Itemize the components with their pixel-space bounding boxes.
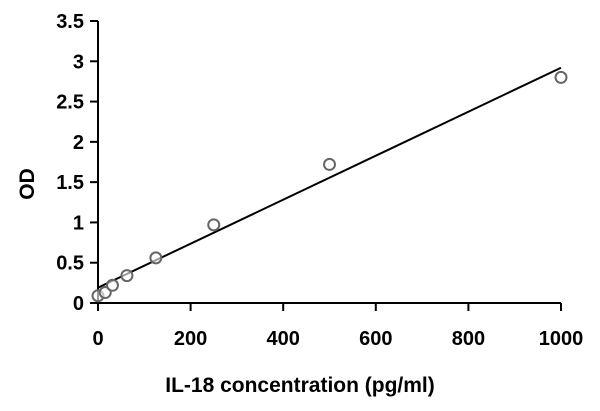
- x-axis-ticks: 0 200 400 600 800 1000: [92, 303, 583, 350]
- data-point-marker: [323, 157, 336, 171]
- data-points: [91, 70, 568, 303]
- y-tick-label: 3: [73, 51, 84, 73]
- y-tick-label: 1: [73, 212, 84, 234]
- x-tick-label: 400: [267, 328, 300, 350]
- x-tick-label: 800: [452, 328, 485, 350]
- x-tick-label: 0: [92, 328, 103, 350]
- trendline: [97, 66, 562, 289]
- x-tick-label: 200: [174, 328, 207, 350]
- y-tick-label: 2: [73, 132, 84, 154]
- data-point-marker: [554, 70, 568, 84]
- x-tick-label: 1000: [539, 328, 584, 350]
- y-tick-label: 1.5: [56, 172, 84, 194]
- y-axis-ticks: 0 0.5 1 1.5 2 2.5 3 3.5: [56, 11, 98, 315]
- x-tick-label: 600: [359, 328, 392, 350]
- x-axis-title: IL-18 concentration (pg/ml): [165, 374, 435, 397]
- y-tick-label: 0.5: [56, 253, 84, 275]
- data-point-marker: [149, 251, 163, 265]
- y-tick-label: 3.5: [56, 11, 84, 33]
- data-point-marker: [207, 218, 221, 232]
- y-axis-title: OD: [16, 168, 39, 200]
- data-point-marker: [120, 269, 134, 283]
- y-tick-label: 2.5: [56, 92, 84, 114]
- y-tick-label: 0: [73, 293, 84, 315]
- data-point-marker: [105, 278, 119, 292]
